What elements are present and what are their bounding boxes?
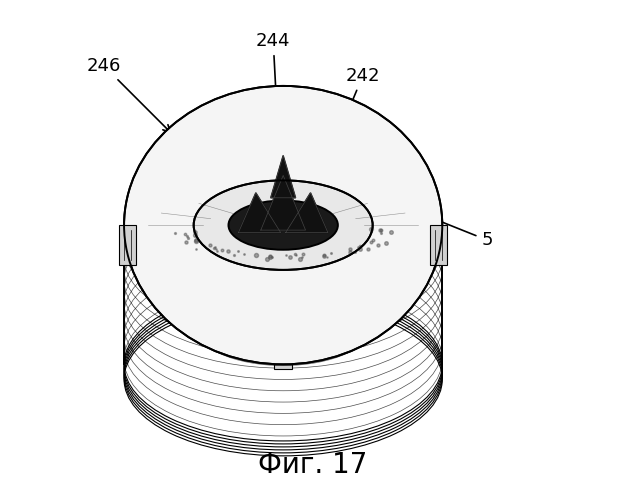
FancyBboxPatch shape (119, 225, 136, 265)
Polygon shape (239, 193, 280, 232)
Polygon shape (285, 193, 328, 232)
Ellipse shape (124, 86, 443, 364)
Text: 242: 242 (339, 67, 380, 132)
Text: 244: 244 (256, 32, 290, 131)
FancyBboxPatch shape (430, 225, 447, 265)
Polygon shape (261, 176, 305, 230)
Polygon shape (270, 156, 295, 198)
Text: Фиг. 17: Фиг. 17 (259, 450, 367, 478)
Ellipse shape (228, 200, 338, 250)
Ellipse shape (193, 180, 372, 270)
Text: 246: 246 (87, 57, 170, 132)
Text: 5: 5 (417, 212, 493, 249)
FancyBboxPatch shape (274, 338, 292, 370)
